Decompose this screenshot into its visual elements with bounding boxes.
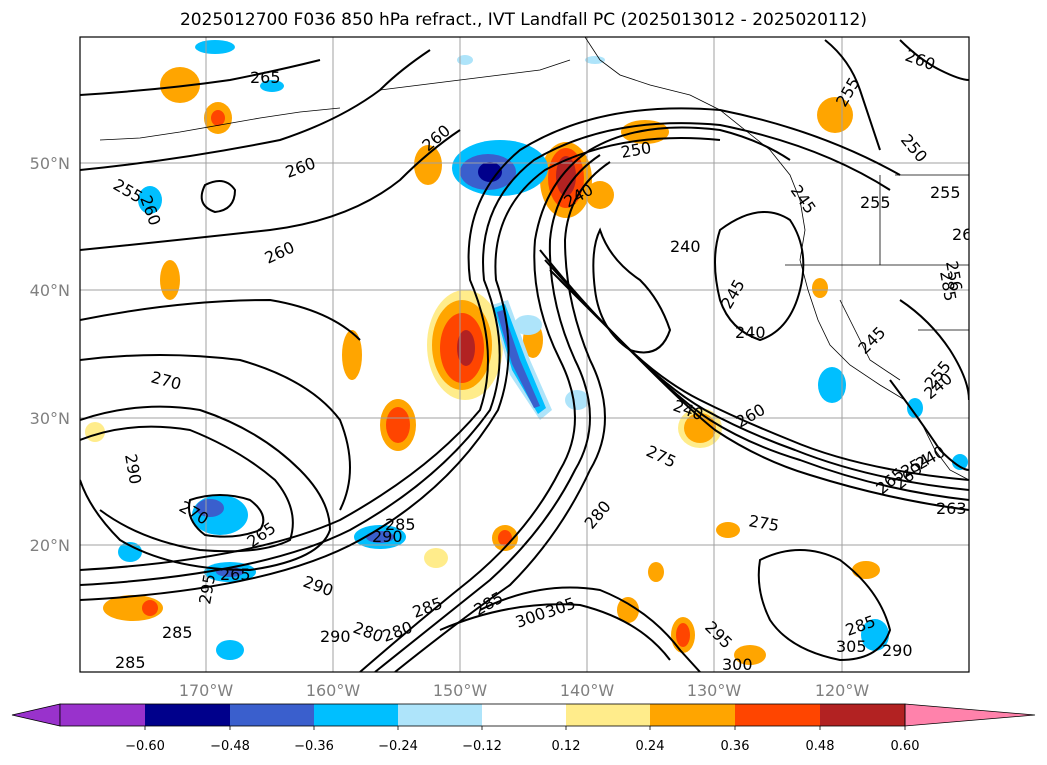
lon-label: 160°W (306, 681, 361, 700)
lon-label: 170°W (179, 681, 234, 700)
contour-label: 265 (220, 565, 251, 584)
colorbar-segment (145, 704, 230, 726)
colorbar-segment (314, 704, 398, 726)
graticule (80, 37, 969, 672)
colorbar-right-extension (904, 703, 1036, 727)
contour-label: 260 (952, 225, 983, 244)
colorbar-tick-label: −0.36 (294, 739, 334, 754)
colorbar-left-extension (11, 703, 61, 727)
contour-label: 255 (860, 193, 891, 212)
colorbar-ticks (144, 726, 906, 730)
colorbar-tick-label: 0.36 (721, 739, 750, 754)
plot-frame (79, 36, 970, 673)
colorbar-tick-label: −0.24 (378, 739, 418, 754)
colorbar-segment (566, 704, 650, 726)
lat-label: 40°N (30, 281, 70, 300)
lon-label: 140°W (560, 681, 615, 700)
contour-label: 285 (115, 653, 146, 672)
contour-label: 240 (670, 237, 701, 256)
colorbar-segment (735, 704, 820, 726)
contour-label: 290 (372, 527, 403, 546)
colorbar-segment (482, 704, 566, 726)
shaded-anomaly-fields (85, 40, 968, 665)
colorbar-segment (820, 704, 905, 726)
contour-label: 255 (930, 183, 961, 202)
contour-label: 305 (836, 637, 867, 656)
colorbar-tick-label: −0.60 (125, 739, 165, 754)
contour-label: 263 (936, 499, 967, 518)
colorbar-tick-label: 0.48 (806, 739, 835, 754)
map-title: 2025012700 F036 850 hPa refract., IVT La… (179, 10, 867, 30)
contour-label: 300 (722, 655, 753, 674)
latitude-labels: 50°N 40°N 30°N 20°N (30, 154, 70, 555)
colorbar: −0.60 −0.48 −0.36 −0.24 −0.12 0.12 0.24 … (11, 703, 1036, 754)
lon-label: 150°W (433, 681, 488, 700)
colorbar-segment (60, 704, 145, 726)
colorbar-tick-label: −0.48 (210, 739, 250, 754)
lon-label: 130°W (687, 681, 742, 700)
lat-label: 30°N (30, 409, 70, 428)
colorbar-segment (230, 704, 314, 726)
contour-label: 285 (385, 515, 416, 534)
colorbar-tick-label: −0.12 (462, 739, 502, 754)
colorbar-tick-label: 0.12 (552, 739, 581, 754)
contour-label: 290 (320, 627, 351, 646)
contour-label: 265 (250, 68, 281, 87)
contour-lines (80, 39, 969, 672)
longitude-labels: 170°W 160°W 150°W 140°W 130°W 120°W (179, 681, 870, 700)
contour-label: 240 (735, 323, 766, 342)
lon-label: 120°W (815, 681, 870, 700)
lat-label: 50°N (30, 154, 70, 173)
colorbar-tick-label: 0.24 (636, 739, 665, 754)
contour-label: 285 (162, 623, 193, 642)
colorbar-segment (398, 704, 482, 726)
colorbar-segment (650, 704, 735, 726)
lat-label: 20°N (30, 536, 70, 555)
colorbar-tick-label: 0.60 (891, 739, 920, 754)
plot-area: 265 260 260 255 260 260 260 250 240 240 … (80, 37, 983, 674)
contour-label: 290 (882, 641, 913, 660)
